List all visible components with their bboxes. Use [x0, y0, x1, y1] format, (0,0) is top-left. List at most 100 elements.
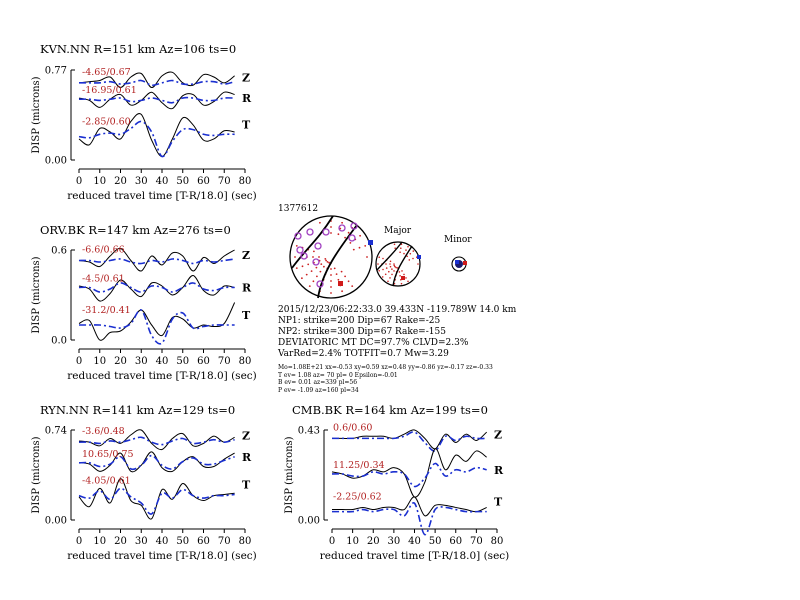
- x-tick-label: 70: [218, 536, 231, 547]
- y-tick-label: 0.6: [51, 246, 67, 257]
- compression-dot: [352, 248, 355, 251]
- y-axis-label: DISP (microns): [31, 256, 42, 333]
- beachball-minor: [451, 256, 467, 272]
- compression-dot: [408, 259, 411, 261]
- p-axis-marker: [401, 276, 405, 280]
- x-tick-label: 0: [76, 536, 82, 547]
- component-label: R: [242, 92, 252, 105]
- compression-dot: [389, 263, 391, 265]
- observed-trace: [78, 113, 235, 157]
- x-tick-label: 50: [176, 176, 189, 187]
- compression-dot: [323, 265, 325, 268]
- fit-label: 11.25/0.34: [333, 460, 385, 471]
- x-tick-label: 80: [239, 356, 252, 367]
- nodal-plane: [376, 241, 403, 271]
- station-dilatation: [294, 232, 302, 240]
- x-tick-label: 60: [197, 176, 210, 187]
- compression-dot: [313, 250, 315, 253]
- t-axis-marker: [455, 260, 459, 264]
- compression-dot: [394, 247, 397, 249]
- compression-dot: [387, 280, 389, 283]
- fit-label: -3.6/0.48: [82, 426, 125, 437]
- compression-dot: [301, 265, 304, 268]
- moment-tensor-block: Mo=1.08E+21 xx=-0.53 xy=0.59 xz=0.48 yy=…: [278, 364, 493, 394]
- station-dilatation: [306, 228, 314, 236]
- fit-label: -16.95/0.61: [82, 85, 137, 96]
- component-label: T: [242, 478, 251, 491]
- compression-dot: [364, 245, 367, 247]
- synthetic-trace: [331, 462, 487, 488]
- fit-label: -4.05/0.61: [82, 476, 131, 487]
- compression-dot: [335, 273, 338, 275]
- synthetic-trace: [78, 436, 235, 446]
- fit-label: -2.25/0.62: [333, 492, 382, 503]
- compression-dot: [393, 270, 395, 272]
- station-dilatation: [300, 252, 308, 260]
- compression-dot: [324, 258, 327, 260]
- compression-dot: [378, 270, 381, 272]
- component-label: Z: [494, 428, 502, 441]
- synthetic-trace: [78, 79, 235, 87]
- compression-dot: [399, 275, 401, 277]
- compression-dot: [412, 250, 415, 252]
- compression-dot: [401, 270, 403, 272]
- x-tick-label: 0: [76, 356, 82, 367]
- compression-dot: [393, 264, 396, 267]
- compression-dot: [330, 286, 332, 288]
- station-dilatation: [322, 228, 330, 236]
- station-dilatation: [314, 242, 322, 250]
- compression-dot: [312, 280, 315, 283]
- x-tick-label: 0: [76, 176, 82, 187]
- compression-dot: [319, 270, 322, 273]
- y-axis-label: DISP (microns): [31, 436, 42, 513]
- event-info-line: VarRed=2.4% TOTFIT=0.7 Mw=3.29: [278, 349, 449, 359]
- station-dilatation: [296, 246, 304, 254]
- station-dilatation: [348, 234, 356, 242]
- compression-dot: [407, 245, 409, 248]
- compression-dot: [385, 263, 387, 265]
- compression-dot: [391, 268, 393, 270]
- component-label: T: [242, 309, 251, 322]
- moment-tensor-line: T ev= 1.08 az= 70 pl= 0 Epsilon=-0.01: [278, 371, 398, 379]
- panel-title-ryn: RYN.NN R=141 km Az=129 ts=0: [40, 403, 236, 417]
- compression-dot: [384, 273, 387, 276]
- fit-label: -4.65/0.67: [82, 67, 131, 78]
- compression-dot: [389, 260, 392, 263]
- x-tick-label: 80: [239, 176, 252, 187]
- component-label: Z: [242, 249, 250, 262]
- synthetic-trace: [78, 487, 235, 515]
- compression-dot: [344, 275, 346, 278]
- synthetic-trace: [78, 96, 235, 104]
- observed-trace: [78, 275, 235, 302]
- compression-dot: [301, 277, 303, 280]
- fit-label: -31.2/0.41: [82, 305, 131, 316]
- compression-dot: [391, 273, 393, 276]
- y-tick-label: 0.43: [298, 426, 320, 437]
- compression-dot: [403, 252, 405, 255]
- component-label: R: [242, 282, 252, 295]
- minor-label: Minor: [444, 235, 472, 245]
- compression-dot: [412, 257, 414, 260]
- compression-dot: [388, 270, 390, 273]
- compression-dot: [339, 227, 342, 230]
- x-tick-label: 50: [429, 536, 442, 547]
- x-tick-label: 10: [93, 536, 106, 547]
- synthetic-trace: [332, 502, 487, 536]
- t-axis-marker: [368, 240, 373, 245]
- compression-dot: [394, 265, 396, 268]
- p-axis-marker: [338, 281, 343, 286]
- compression-dot: [405, 277, 407, 279]
- observed-trace: [78, 91, 235, 110]
- compression-dot: [389, 277, 391, 279]
- moment-tensor-line: B ev= 0.01 az=339 pl=56: [278, 379, 358, 386]
- compression-dot: [333, 267, 336, 270]
- compression-dot: [340, 270, 343, 273]
- compression-dot: [409, 252, 412, 255]
- compression-dot: [315, 266, 318, 269]
- compression-dot: [319, 221, 321, 224]
- beachball-outline: [289, 215, 373, 299]
- x-axis-label: reduced travel time [T-R/18.0] (sec): [67, 190, 257, 202]
- compression-dot: [330, 268, 332, 270]
- x-tick-label: 40: [408, 536, 421, 547]
- nodal-plane: [291, 215, 334, 269]
